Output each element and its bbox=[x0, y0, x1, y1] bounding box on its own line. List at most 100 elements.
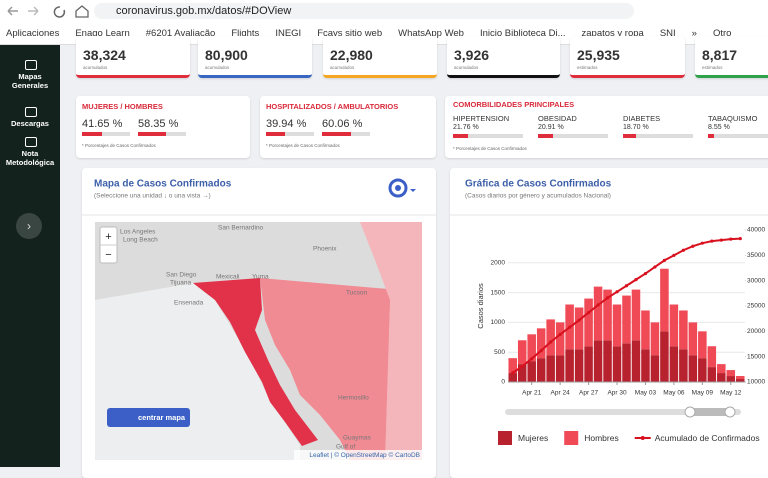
percent-track bbox=[538, 134, 608, 138]
line-point bbox=[549, 340, 553, 344]
bar bbox=[688, 355, 698, 382]
line-point bbox=[605, 296, 610, 300]
line-point bbox=[681, 248, 685, 252]
summary-value: 25,935 bbox=[577, 47, 620, 63]
sidebar-item[interactable]: Nota Metodológica bbox=[5, 149, 55, 167]
bar bbox=[555, 322, 565, 356]
x-tick-label: Apr 30 bbox=[607, 390, 627, 397]
percent-bar bbox=[266, 132, 286, 136]
percent-bar bbox=[322, 132, 351, 136]
comorbidity-label: 18.70 % bbox=[623, 124, 649, 131]
url-field[interactable] bbox=[94, 3, 634, 19]
card-title: COMORBILIDADES PRINCIPALES bbox=[453, 100, 575, 109]
bookmark[interactable]: » bbox=[691, 27, 697, 39]
map-place: San Bernardino bbox=[218, 225, 264, 232]
bar bbox=[735, 376, 745, 380]
bar bbox=[603, 340, 612, 382]
bookmark[interactable]: Enago Learn bbox=[75, 27, 130, 39]
panel-title: Mapa de Casos Confirmados bbox=[94, 179, 232, 190]
bar bbox=[679, 310, 688, 350]
percent-track bbox=[266, 132, 314, 136]
bookmark[interactable]: INEGI bbox=[275, 27, 302, 39]
y2-tick-label: 40000 bbox=[747, 227, 765, 234]
line-point bbox=[700, 241, 704, 245]
bookmark[interactable]: Otro bbox=[712, 27, 732, 39]
map-place: Mexicali bbox=[216, 274, 239, 281]
sidebar-icon[interactable] bbox=[25, 60, 37, 70]
bar bbox=[631, 289, 641, 341]
x-tick-label: May 09 bbox=[692, 390, 714, 397]
attribution-bg bbox=[294, 450, 422, 460]
y-tick-label: 1000 bbox=[491, 319, 506, 326]
x-tick-label: Apr 27 bbox=[579, 390, 599, 397]
bookmark[interactable]: SNI bbox=[659, 27, 676, 39]
line-point bbox=[672, 253, 676, 257]
sidebar-item[interactable]: Descargas bbox=[11, 119, 49, 128]
map-place: Guaymas bbox=[343, 435, 372, 442]
bar bbox=[593, 286, 603, 341]
bookmark[interactable]: Fcays sitio web bbox=[317, 27, 383, 39]
bar bbox=[603, 289, 612, 341]
bar bbox=[574, 307, 584, 350]
bar bbox=[688, 322, 698, 356]
bookmark[interactable]: Inicio Biblioteca Di... bbox=[479, 27, 566, 39]
bar bbox=[574, 349, 584, 382]
percent-label: 41.65 % bbox=[82, 118, 123, 130]
card-note: * Porcentajes de Casos Confirmados bbox=[82, 143, 156, 148]
line-point bbox=[530, 357, 534, 361]
line-point bbox=[662, 258, 667, 262]
y2-tick-label: 30000 bbox=[747, 277, 765, 284]
comorbidities-card bbox=[445, 96, 768, 158]
expand-button[interactable]: › bbox=[16, 213, 42, 239]
url[interactable]: coronavirus.gob.mx/datos/#DOView bbox=[116, 5, 292, 17]
bar bbox=[707, 346, 717, 368]
sidebar-icon[interactable] bbox=[25, 107, 37, 117]
gender-card bbox=[76, 96, 250, 158]
bookmark[interactable]: Aplicaciones bbox=[6, 27, 60, 39]
address-bar: coronavirus.gob.mx/datos/#DOView bbox=[0, 0, 768, 22]
sidebar-icon[interactable] bbox=[25, 137, 37, 147]
summary-note: acumulados bbox=[330, 65, 355, 70]
line-point bbox=[653, 265, 657, 269]
bookmark[interactable]: zapatos y ropa bbox=[581, 27, 644, 39]
bar bbox=[546, 319, 555, 356]
center-map-button[interactable] bbox=[107, 408, 190, 427]
percent-track bbox=[623, 134, 693, 138]
zoom-in[interactable]: + bbox=[105, 231, 111, 243]
y2-tick-label: 15000 bbox=[747, 353, 765, 360]
summary-card: 25,935 estimados bbox=[570, 36, 685, 78]
summary-card: 22,980 acumulados bbox=[323, 36, 437, 78]
line-point bbox=[596, 303, 600, 307]
comorbidity-name: OBESIDAD bbox=[538, 114, 577, 123]
map-place: Gulf of bbox=[336, 444, 355, 451]
comorbidity-label: 20.91 % bbox=[538, 124, 564, 131]
summary-card: 38,324 acumulados bbox=[76, 36, 190, 78]
bar bbox=[584, 346, 593, 382]
legend-swatch bbox=[564, 431, 579, 445]
bookmark[interactable]: Flights bbox=[231, 27, 260, 39]
bar bbox=[517, 364, 527, 382]
comorbidity-name: TABAQUISMO bbox=[708, 114, 758, 123]
percent-track bbox=[708, 134, 768, 138]
zoom-out[interactable]: − bbox=[105, 249, 111, 261]
map-place: Tijuana bbox=[170, 280, 191, 287]
percent-bar bbox=[623, 134, 637, 138]
bar bbox=[726, 370, 736, 377]
legend-label: Mujeres bbox=[518, 433, 548, 443]
bar bbox=[536, 328, 546, 359]
bar bbox=[612, 304, 622, 347]
summary-value: 22,980 bbox=[330, 47, 373, 63]
y2-tick-label: 20000 bbox=[747, 328, 765, 335]
y-tick-label: 2000 bbox=[491, 260, 506, 267]
bar bbox=[717, 373, 726, 382]
bar bbox=[593, 340, 603, 382]
line-point bbox=[634, 278, 638, 282]
bookmark[interactable]: WhatsApp Web bbox=[398, 27, 464, 39]
sidebar-item[interactable]: Mapas Generales bbox=[11, 72, 49, 90]
y2-tick-label: 35000 bbox=[747, 252, 765, 259]
summary-value: 8,817 bbox=[702, 47, 738, 63]
bar bbox=[735, 379, 745, 382]
line-point bbox=[710, 239, 714, 243]
bookmark[interactable]: #6201 Avaliação bbox=[145, 27, 216, 39]
